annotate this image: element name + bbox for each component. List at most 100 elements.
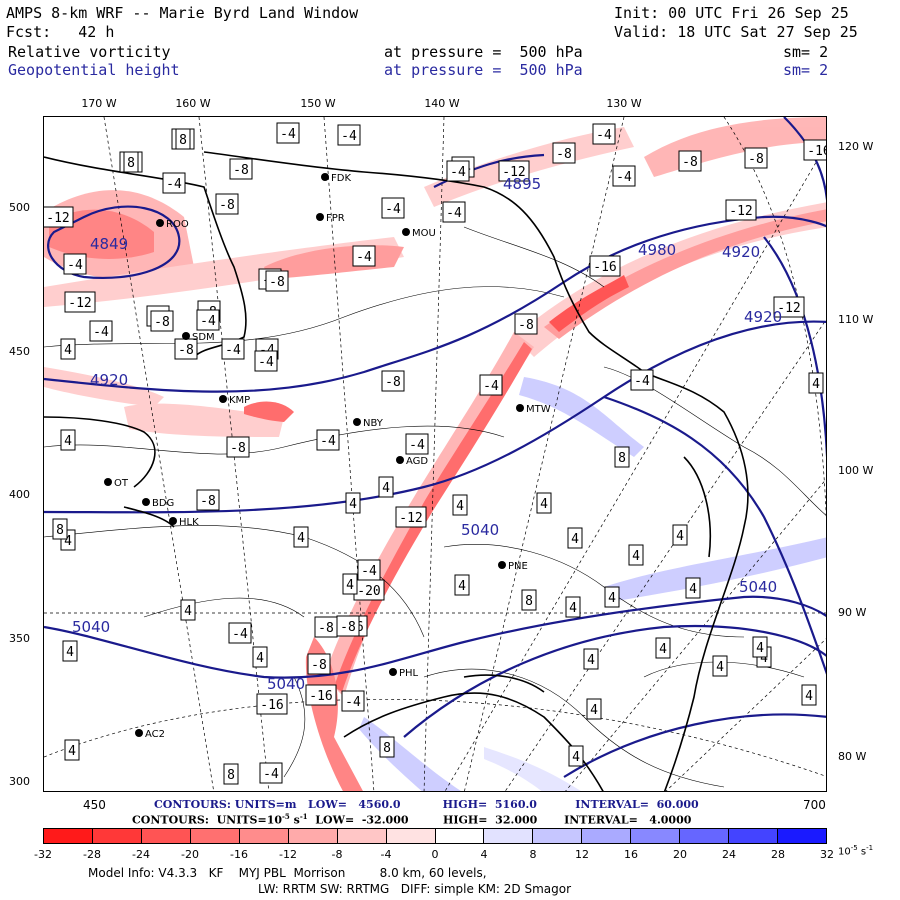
vorticity-label: -8 (744, 147, 768, 169)
vorticity-label: -8 (552, 142, 576, 164)
station-marker: MOU (402, 228, 436, 239)
svg-text:-4: -4 (385, 202, 401, 217)
vorticity-label: -4 (381, 197, 405, 219)
svg-text:-4: -4 (616, 170, 632, 185)
svg-text:-8: -8 (556, 147, 572, 162)
vorticity-label: 4 (378, 476, 394, 498)
vorticity-label: 4 (655, 637, 671, 659)
lon-label-160w: 160 W (175, 97, 211, 110)
svg-text:SDM: SDM (192, 332, 215, 343)
svg-text:8: 8 (179, 133, 187, 148)
vorticity-labels: -8-4-8-4-4-8-4-16-8-4-12-8-4-4-4-12-8-8-… (44, 122, 826, 785)
field2-level: at pressure = 500 hPa (384, 61, 583, 79)
vorticity-label: -12 (773, 296, 805, 318)
grid-y-400: 400 (9, 488, 30, 501)
svg-text:4: 4 (66, 645, 74, 660)
vorticity-label: -8 (226, 436, 250, 458)
svg-text:-4: -4 (263, 767, 279, 782)
model-info-line1: Model Info: V4.3.3 KF MYJ PBL Morrison 8… (88, 866, 487, 880)
vorticity-label: 4 (342, 573, 358, 595)
vorticity-label: 4 (628, 544, 644, 566)
colorbar-label: 4 (480, 848, 488, 861)
svg-text:8: 8 (525, 594, 533, 609)
station-marker: OT (104, 478, 129, 489)
colorbar-swatch (189, 829, 239, 843)
svg-text:4: 4 (659, 642, 667, 657)
svg-text:-16: -16 (593, 260, 616, 275)
vorticity-label: 8 (614, 446, 630, 468)
colorbar-units: 10-5 s-1 (838, 844, 874, 858)
vorticity-label: 4 (586, 698, 602, 720)
svg-text:-12: -12 (777, 301, 800, 316)
svg-text:AC2: AC2 (145, 729, 165, 740)
svg-text:-16: -16 (260, 698, 283, 713)
vorticity-label: -4 (630, 369, 654, 391)
svg-text:PHL: PHL (399, 668, 419, 679)
model-info-line2: LW: RRTM SW: RRTMG DIFF: simple KM: 2D S… (258, 882, 572, 896)
vorticity-label: -16 (305, 684, 337, 706)
station-marker: MTW (516, 404, 551, 415)
field1-name: Relative vorticity (8, 43, 171, 61)
vorticity-shading (44, 117, 826, 791)
svg-text:-8: -8 (385, 375, 401, 390)
svg-text:4: 4 (608, 591, 616, 606)
svg-text:4: 4 (184, 604, 192, 619)
lon-label-90w: 90 W (838, 606, 867, 619)
svg-text:4: 4 (805, 689, 813, 704)
init-time: Init: 00 UTC Fri 26 Sep 25 (614, 4, 849, 22)
svg-text:-8: -8 (682, 155, 698, 170)
colorbar-label: -20 (181, 848, 199, 861)
vorticity-label: -12 (64, 291, 96, 313)
colorbar-swatch (140, 829, 190, 843)
svg-text:-12: -12 (399, 511, 422, 526)
station-marker: AGD (396, 456, 428, 467)
colorbar-swatch (91, 829, 141, 843)
vorticity-label: -4 (228, 622, 252, 644)
station-marker: KMP (219, 395, 250, 406)
vorticity-label: 4 (808, 372, 824, 394)
lon-label-140w: 140 W (424, 97, 460, 110)
station-marker: ROO (156, 219, 189, 230)
station-marker: BDG (142, 498, 174, 509)
svg-text:-8: -8 (178, 343, 194, 358)
vorticity-label: -16 (256, 693, 288, 715)
vorticity-contour-info: CONTOURS: UNITS=10-5 s-1 LOW= -32.000 HI… (132, 812, 692, 827)
colorbar-swatch (385, 829, 435, 843)
lon-label-110w: 110 W (838, 313, 874, 326)
stations: FDK FPR MOU ROO SDM KMP NBY AGD MTW BDG HLK PNE PHL A… (104, 173, 551, 740)
vorticity-label: -4 (162, 172, 186, 194)
field2-smoothing: sm= 2 (783, 61, 829, 79)
height-label: 5040 (72, 618, 110, 636)
svg-text:-8: -8 (318, 621, 334, 636)
colorbar-label: 0 (431, 848, 439, 861)
vorticity-label: -8 (265, 270, 289, 292)
vorticity-label: -8 (196, 489, 220, 511)
vorticity-label: -4 (276, 122, 300, 144)
map-title: AMPS 8-km WRF -- Marie Byrd Land Window (6, 4, 359, 22)
height-label: 4849 (90, 235, 128, 253)
vorticity-label: -16 (803, 139, 826, 161)
station-marker: NBY (353, 418, 384, 429)
vorticity-label: -4 (446, 160, 470, 182)
vorticity-label: -4 (442, 201, 466, 223)
svg-text:8: 8 (56, 523, 64, 538)
grid-x-450: 450 (83, 798, 106, 812)
vorticity-label: 8 (379, 736, 395, 758)
svg-text:-4: -4 (450, 165, 466, 180)
svg-text:-4: -4 (232, 627, 248, 642)
svg-text:-8: -8 (219, 198, 235, 213)
svg-text:-12: -12 (46, 211, 69, 226)
svg-text:-8: -8 (154, 315, 170, 330)
vorticity-label: 8 (175, 128, 191, 150)
vorticity-label: -4 (89, 320, 113, 342)
svg-text:-4: -4 (446, 206, 462, 221)
svg-text:MOU: MOU (412, 228, 436, 239)
svg-text:MTW: MTW (526, 404, 551, 415)
svg-text:-16: -16 (309, 689, 332, 704)
vorticity-label: -4 (592, 123, 616, 145)
svg-text:-12: -12 (729, 204, 752, 219)
svg-text:FDK: FDK (331, 173, 351, 184)
svg-text:-8: -8 (340, 620, 356, 635)
svg-text:4: 4 (572, 750, 580, 765)
vorticity-label: 4 (452, 494, 468, 516)
